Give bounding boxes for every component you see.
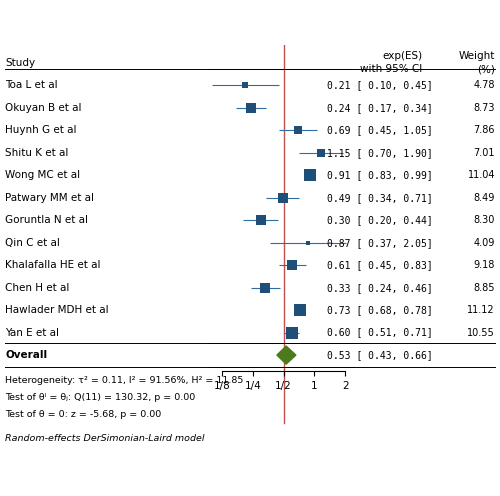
Text: 9.18: 9.18 [474, 260, 495, 270]
Text: Toa L et al: Toa L et al [5, 80, 58, 90]
Text: 7.01: 7.01 [474, 148, 495, 158]
Text: exp(ES): exp(ES) [382, 51, 422, 61]
Text: 0.21 [ 0.10, 0.45]: 0.21 [ 0.10, 0.45] [327, 80, 432, 90]
Text: Khalafalla HE et al: Khalafalla HE et al [5, 260, 100, 270]
Text: 0.24 [ 0.17, 0.34]: 0.24 [ 0.17, 0.34] [327, 103, 432, 113]
Text: 0.87 [ 0.37, 2.05]: 0.87 [ 0.37, 2.05] [327, 238, 432, 248]
Text: Huynh G et al: Huynh G et al [5, 125, 76, 135]
Text: 8.85: 8.85 [474, 283, 495, 293]
Text: 0.53 [ 0.43, 0.66]: 0.53 [ 0.43, 0.66] [327, 350, 432, 360]
Text: 0.49 [ 0.34, 0.71]: 0.49 [ 0.34, 0.71] [327, 192, 432, 202]
Text: Heterogeneity: τ² = 0.11, I² = 91.56%, H² = 11.85: Heterogeneity: τ² = 0.11, I² = 91.56%, H… [5, 376, 244, 385]
Text: 0.60 [ 0.51, 0.71]: 0.60 [ 0.51, 0.71] [327, 327, 432, 338]
Text: 0.33 [ 0.24, 0.46]: 0.33 [ 0.24, 0.46] [327, 283, 432, 293]
Text: Okuyan B et al: Okuyan B et al [5, 103, 82, 113]
Text: Wong MC et al: Wong MC et al [5, 170, 80, 180]
Text: Random-effects DerSimonian-Laird model: Random-effects DerSimonian-Laird model [5, 434, 204, 443]
Text: 4.09: 4.09 [474, 238, 495, 248]
Text: 8.49: 8.49 [474, 192, 495, 202]
Text: Test of θᴵ = θⱼ: Q(11) = 130.32, p = 0.00: Test of θᴵ = θⱼ: Q(11) = 130.32, p = 0.0… [5, 393, 195, 402]
Text: 4.78: 4.78 [474, 80, 495, 90]
Text: 0.73 [ 0.68, 0.78]: 0.73 [ 0.68, 0.78] [327, 305, 432, 315]
Text: 10.55: 10.55 [467, 327, 495, 338]
Text: 0.61 [ 0.45, 0.83]: 0.61 [ 0.45, 0.83] [327, 260, 432, 270]
Text: Weight: Weight [458, 51, 495, 61]
Text: Patwary MM et al: Patwary MM et al [5, 192, 94, 202]
Text: Test of θ = 0: z = -5.68, p = 0.00: Test of θ = 0: z = -5.68, p = 0.00 [5, 410, 161, 419]
Text: with 95% CI: with 95% CI [360, 64, 422, 74]
Text: 0.69 [ 0.45, 1.05]: 0.69 [ 0.45, 1.05] [327, 125, 432, 135]
Text: 8.30: 8.30 [474, 215, 495, 225]
Text: 8.73: 8.73 [474, 103, 495, 113]
Text: Hawlader MDH et al: Hawlader MDH et al [5, 305, 108, 315]
Text: 11.12: 11.12 [468, 305, 495, 315]
Text: Yan E et al: Yan E et al [5, 327, 59, 338]
Text: 7.86: 7.86 [474, 125, 495, 135]
Text: Overall: Overall [5, 350, 47, 360]
Text: 11.04: 11.04 [468, 170, 495, 180]
Text: 1.15 [ 0.70, 1.90]: 1.15 [ 0.70, 1.90] [327, 148, 432, 158]
Text: Qin C et al: Qin C et al [5, 238, 60, 248]
Text: 0.91 [ 0.83, 0.99]: 0.91 [ 0.83, 0.99] [327, 170, 432, 180]
Text: 0.30 [ 0.20, 0.44]: 0.30 [ 0.20, 0.44] [327, 215, 432, 225]
Text: (%): (%) [477, 64, 495, 74]
Text: Chen H et al: Chen H et al [5, 283, 70, 293]
Text: Study: Study [5, 58, 35, 67]
Text: Shitu K et al: Shitu K et al [5, 148, 68, 158]
Text: Goruntla N et al: Goruntla N et al [5, 215, 88, 225]
Polygon shape [277, 346, 296, 364]
